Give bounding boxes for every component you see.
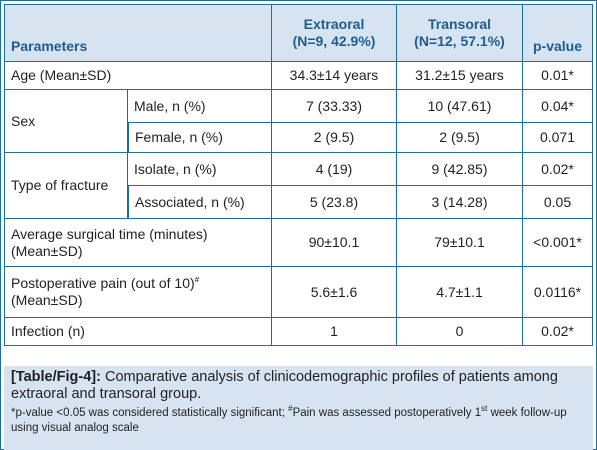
- table-row-surgical-time: Average surgical time (minutes) (Mean±SD…: [4, 219, 593, 267]
- surgical-time-extraoral: 90±10.1: [272, 219, 397, 267]
- pain-label: Postoperative pain (out of 10)# (Mean±SD…: [4, 267, 272, 318]
- surgical-time-pvalue: <0.001*: [523, 219, 593, 267]
- table-row-pain: Postoperative pain (out of 10)# (Mean±SD…: [4, 267, 593, 318]
- male-transoral: 10 (47.61): [397, 90, 523, 123]
- female-extraoral: 2 (9.5): [272, 123, 397, 153]
- pain-label-main: Postoperative pain (out of 10): [11, 275, 195, 291]
- pain-pvalue: 0.0116*: [523, 267, 593, 318]
- age-extraoral: 34.3±14 years: [272, 62, 397, 90]
- isolate-pvalue: 0.02*: [523, 153, 593, 186]
- infection-transoral: 0: [397, 318, 523, 346]
- age-transoral: 31.2±15 years: [397, 62, 523, 90]
- footnote-scale: week follow-up using visual analog scale: [11, 407, 567, 434]
- associated-extraoral: 5 (23.8): [272, 186, 397, 219]
- surgical-time-label-main: Average surgical time (minutes): [11, 225, 208, 242]
- header-transoral: Transoral (N=12, 57.1%): [397, 4, 523, 62]
- caption-footnote: *p-value <0.05 was considered statistica…: [11, 404, 586, 436]
- associated-transoral: 3 (14.28): [397, 186, 523, 219]
- footnote-pain: Pain was assessed postoperatively 1: [292, 407, 482, 419]
- table-row-age: Age (Mean±SD) 34.3±14 years 31.2±15 year…: [4, 62, 593, 90]
- pain-extraoral: 5.6±1.6: [272, 267, 397, 318]
- pain-label-sup: #: [194, 275, 200, 285]
- pain-transoral: 4.7±1.1: [397, 267, 523, 318]
- footnote-significance: *p-value <0.05 was considered statistica…: [11, 407, 289, 419]
- infection-extraoral: 1: [272, 318, 397, 346]
- associated-pvalue: 0.05: [523, 186, 593, 219]
- age-label: Age (Mean±SD): [4, 62, 272, 90]
- male-pvalue: 0.04*: [523, 90, 593, 123]
- fracture-label: Type of fracture: [4, 153, 128, 219]
- caption-title: [Table/Fig-4]:: [11, 369, 101, 385]
- female-pvalue: 0.071: [523, 123, 593, 153]
- footnote-ordinal: st: [481, 404, 488, 414]
- surgical-time-label-unit: (Mean±SD): [11, 242, 83, 259]
- header-extraoral-name: Extraoral: [303, 16, 365, 32]
- header-row: Parameters Extraoral (N=9, 42.9%) Transo…: [4, 4, 593, 62]
- footnote-hash: #: [288, 404, 293, 414]
- female-transoral: 2 (9.5): [397, 123, 523, 153]
- surgical-time-transoral: 79±10.1: [397, 219, 523, 267]
- header-parameters: Parameters: [4, 4, 272, 62]
- header-transoral-name: Transoral: [427, 16, 492, 32]
- table-row-male: Sex Male, n (%) 7 (33.33) 10 (47.61) 0.0…: [4, 90, 593, 153]
- pain-label-unit: (Mean±SD): [11, 292, 83, 308]
- sex-label: Sex: [4, 90, 128, 153]
- table-row-female: Female, n (%) 2 (9.5) 2 (9.5) 0.071: [4, 123, 593, 153]
- caption-main: [Table/Fig-4]: Comparative analysis of c…: [11, 369, 586, 403]
- isolate-label: Isolate, n (%): [128, 153, 272, 186]
- age-pvalue: 0.01*: [523, 62, 593, 90]
- caption-text: Comparative analysis of clinicodemograph…: [11, 369, 558, 402]
- infection-pvalue: 0.02*: [523, 318, 593, 346]
- surgical-time-label: Average surgical time (minutes) (Mean±SD…: [4, 219, 272, 267]
- infection-label: Infection (n): [4, 318, 272, 346]
- comparison-table: Parameters Extraoral (N=9, 42.9%) Transo…: [4, 4, 593, 346]
- male-label: Male, n (%): [128, 90, 272, 123]
- male-extraoral: 7 (33.33): [272, 90, 397, 123]
- header-extraoral: Extraoral (N=9, 42.9%): [272, 4, 397, 62]
- isolate-transoral: 9 (42.85): [397, 153, 523, 186]
- female-label: Female, n (%): [128, 123, 272, 153]
- table-caption: [Table/Fig-4]: Comparative analysis of c…: [4, 366, 593, 450]
- header-pvalue: p-value: [523, 4, 593, 62]
- table-row-infection: Infection (n) 1 0 0.02*: [4, 318, 593, 346]
- table-row-isolate: Type of fracture Isolate, n (%) 4 (19) 9…: [4, 153, 593, 219]
- header-extraoral-n: (N=9, 42.9%): [292, 33, 376, 49]
- associated-label: Associated, n (%): [128, 186, 272, 219]
- header-transoral-n: (N=12, 57.1%): [414, 33, 505, 49]
- isolate-extraoral: 4 (19): [272, 153, 397, 186]
- table-row-associated: Associated, n (%) 5 (23.8) 3 (14.28) 0.0…: [4, 186, 593, 219]
